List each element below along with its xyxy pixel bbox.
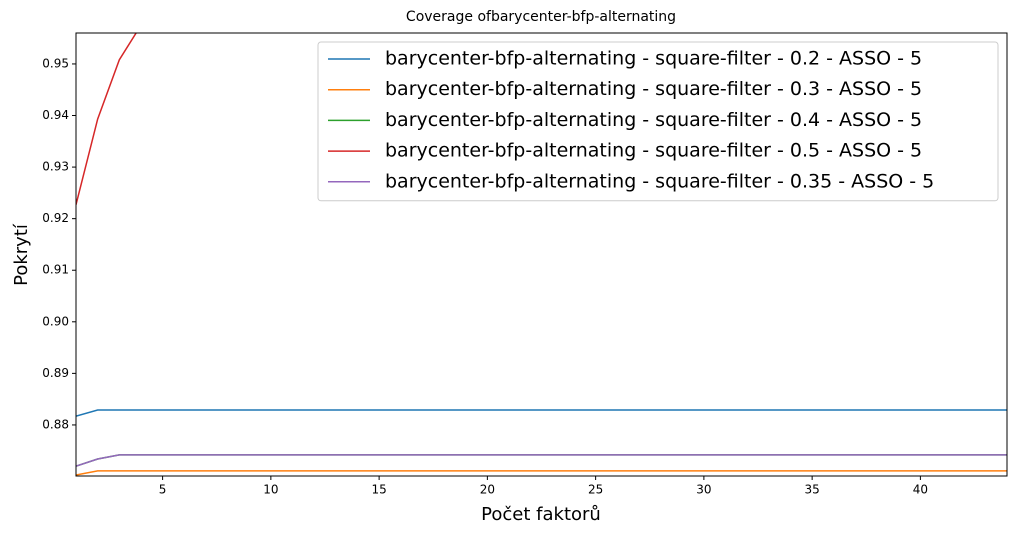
y-tick-label: 0.94 bbox=[42, 108, 69, 122]
series-line bbox=[76, 470, 1007, 476]
x-axis-label: Počet faktorů bbox=[481, 504, 601, 525]
x-tick-label: 15 bbox=[371, 483, 386, 497]
x-tick-label: 25 bbox=[588, 483, 603, 497]
x-tick-label: 5 bbox=[159, 483, 167, 497]
plot-frame bbox=[75, 32, 1008, 477]
y-tick-label: 0.88 bbox=[42, 417, 69, 431]
series-line bbox=[76, 409, 1007, 417]
x-tick-label: 10 bbox=[263, 483, 278, 497]
y-tick-label: 0.91 bbox=[42, 263, 69, 277]
series-line bbox=[76, 454, 1007, 467]
y-tick-label: 0.93 bbox=[42, 160, 69, 174]
y-tick-label: 0.95 bbox=[42, 56, 69, 70]
legend-box bbox=[317, 41, 999, 202]
legend-label: barycenter-bfp-alternating - square-filt… bbox=[385, 78, 922, 100]
legend-label: barycenter-bfp-alternating - square-filt… bbox=[385, 109, 922, 131]
y-axis-label: Pokrytí bbox=[11, 223, 32, 286]
legend-label: barycenter-bfp-alternating - square-filt… bbox=[385, 170, 934, 192]
legend-label: barycenter-bfp-alternating - square-filt… bbox=[385, 48, 922, 70]
chart-title: Coverage ofbarycenter-bfp-alternating bbox=[406, 9, 676, 25]
y-tick-label: 0.92 bbox=[42, 211, 69, 225]
plot-lines bbox=[76, 33, 1007, 476]
x-tick-label: 20 bbox=[480, 483, 495, 497]
legend-label: barycenter-bfp-alternating - square-filt… bbox=[385, 140, 922, 162]
y-tick-label: 0.90 bbox=[42, 314, 69, 328]
series-line bbox=[76, 454, 1007, 467]
y-tick-label: 0.89 bbox=[42, 366, 69, 380]
x-tick-label: 35 bbox=[804, 483, 819, 497]
x-tick-label: 40 bbox=[913, 483, 928, 497]
x-tick-label: 30 bbox=[696, 483, 711, 497]
